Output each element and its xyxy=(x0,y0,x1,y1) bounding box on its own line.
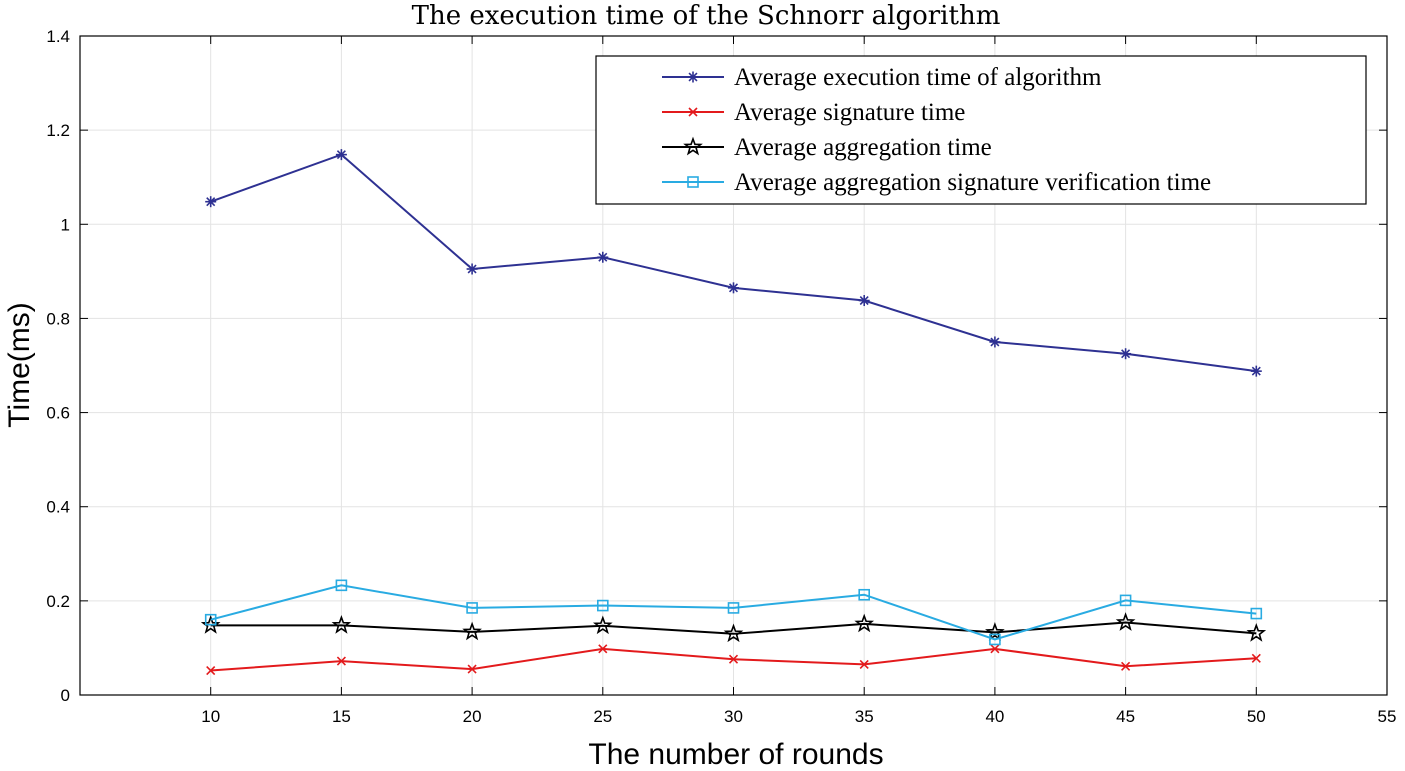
series-2 xyxy=(206,644,1261,676)
legend-entry: Average aggregation signature verificati… xyxy=(662,169,1211,196)
data-point xyxy=(1250,365,1262,377)
data-point xyxy=(1251,653,1261,663)
series-4 xyxy=(204,579,1263,646)
data-point xyxy=(985,622,1005,641)
data-point xyxy=(335,579,348,592)
data-point xyxy=(597,251,609,263)
x-tick-label: 55 xyxy=(1378,707,1397,726)
data-point xyxy=(206,665,216,676)
data-point xyxy=(467,664,477,674)
data-point xyxy=(1250,607,1263,620)
data-point xyxy=(728,654,739,664)
data-point xyxy=(462,621,482,641)
series-line xyxy=(210,584,1257,641)
x-tick-label: 20 xyxy=(463,707,482,726)
x-tick-label: 50 xyxy=(1247,707,1266,726)
data-point xyxy=(1246,623,1267,642)
data-point xyxy=(466,602,478,614)
data-point xyxy=(989,336,1001,348)
y-tick-label: 1.4 xyxy=(46,27,70,46)
series-line xyxy=(210,621,1257,635)
data-point xyxy=(1119,594,1132,607)
legend-marker xyxy=(683,136,703,156)
legend-marker xyxy=(688,107,698,117)
y-tick-label: 1.2 xyxy=(46,121,70,140)
y-tick-label: 0.8 xyxy=(46,309,70,328)
data-point xyxy=(1121,661,1131,671)
x-axis-label: The number of rounds xyxy=(588,738,883,771)
data-point xyxy=(331,614,352,634)
legend-label: Average aggregation time xyxy=(734,134,992,161)
legend-label: Average signature time xyxy=(734,99,965,126)
data-point xyxy=(727,602,740,614)
legend-entry: Average signature time xyxy=(662,99,965,126)
data-point xyxy=(854,613,875,633)
data-point xyxy=(1115,612,1136,631)
y-axis-label: Time(ms) xyxy=(3,302,36,428)
data-point xyxy=(989,633,1001,646)
data-point xyxy=(1120,348,1132,360)
x-tick-label: 35 xyxy=(855,707,874,726)
series-group xyxy=(200,149,1267,676)
x-tick-label: 45 xyxy=(1116,707,1135,726)
legend-marker xyxy=(687,71,699,83)
y-tick-label: 0.4 xyxy=(46,498,70,517)
x-tick-label: 25 xyxy=(593,707,612,726)
chart-title: The execution time of the Schnorr algori… xyxy=(412,1,1001,31)
legend-label: Average aggregation signature verificati… xyxy=(734,169,1211,196)
series-1 xyxy=(205,149,1262,377)
data-point xyxy=(858,295,870,307)
data-point xyxy=(858,588,871,601)
data-point xyxy=(859,659,869,669)
data-point xyxy=(335,149,347,161)
legend-entry: Average aggregation time xyxy=(662,134,992,161)
legend-marker xyxy=(687,176,699,188)
x-tick-label: 40 xyxy=(985,707,1004,726)
data-point xyxy=(336,656,346,666)
data-point xyxy=(728,282,739,294)
data-point xyxy=(723,623,744,643)
series-3 xyxy=(200,612,1267,643)
y-tick-label: 1 xyxy=(61,215,70,234)
data-point xyxy=(592,615,613,635)
data-point xyxy=(990,644,1000,654)
legend: Average execution time of algorithm Avera… xyxy=(595,55,1367,205)
x-tick-label: 15 xyxy=(332,707,351,726)
y-tick-label: 0.6 xyxy=(46,404,70,423)
legend-box xyxy=(595,55,1367,205)
x-tick-label: 10 xyxy=(201,707,220,726)
legend-label: Average execution time of algorithm xyxy=(734,64,1102,91)
data-point xyxy=(466,263,478,275)
data-point xyxy=(205,196,217,208)
x-tick-label: 30 xyxy=(724,707,743,726)
data-point xyxy=(204,613,217,626)
data-point xyxy=(596,599,609,612)
legend-entry: Average execution time of algorithm xyxy=(662,64,1102,91)
y-tick-label: 0.2 xyxy=(46,592,70,611)
axis-ticks: 10 15 20 25 30 35 40 45 50 55 0 0.2 0.4 0.6 0.8 1 1.2 1.4 xyxy=(46,27,1396,726)
data-point xyxy=(598,644,608,654)
y-tick-label: 0 xyxy=(61,686,70,705)
